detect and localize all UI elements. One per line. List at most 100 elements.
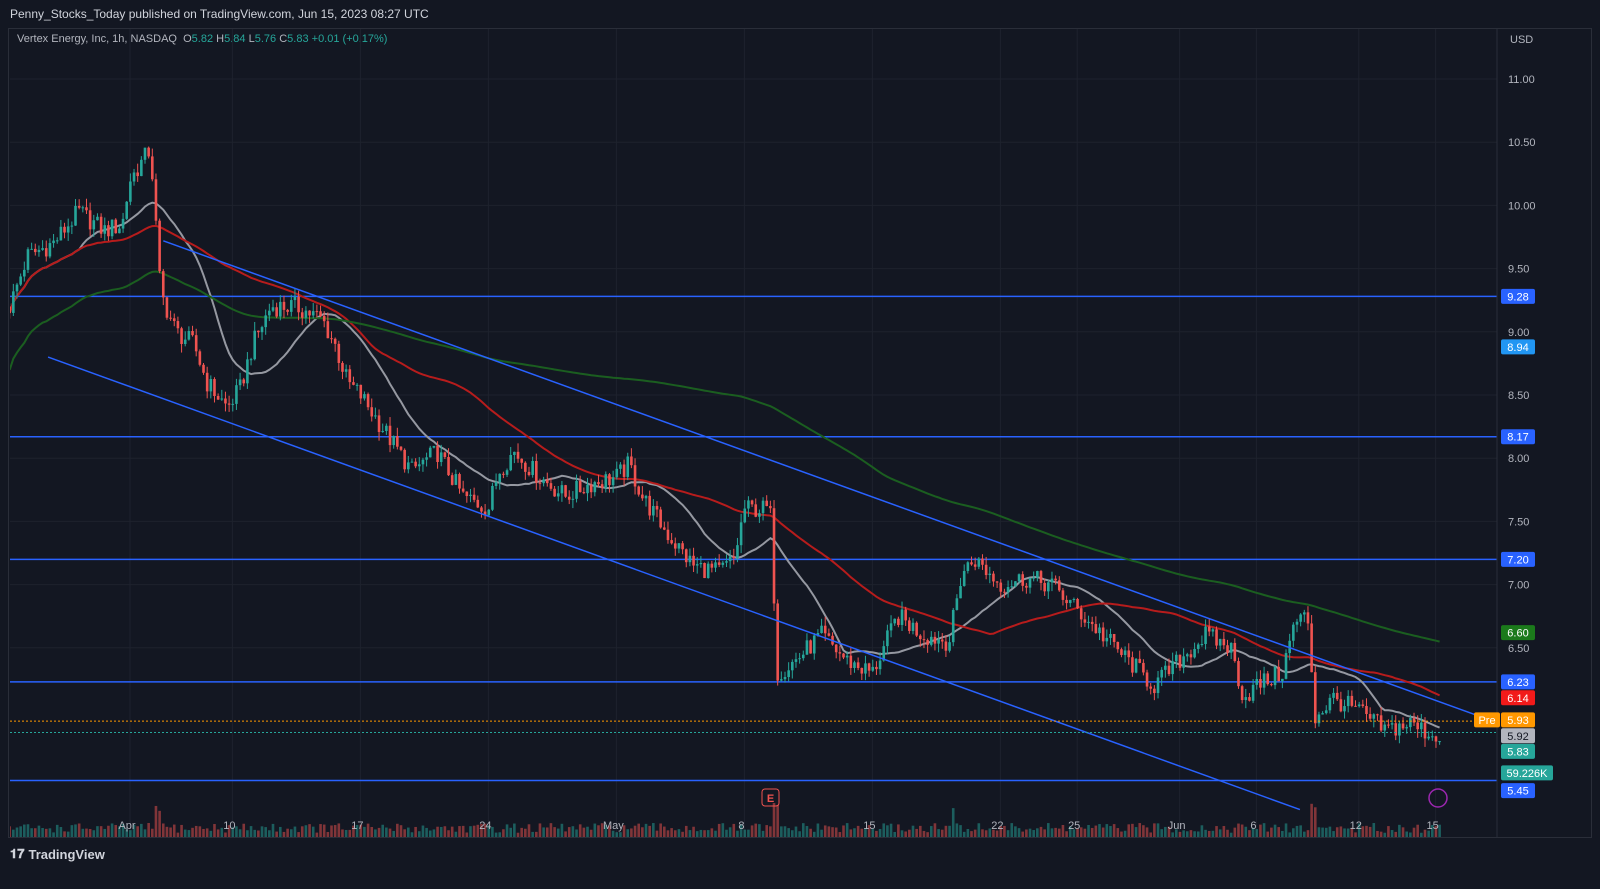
volume-bar (926, 832, 929, 837)
volume-bar (1379, 831, 1383, 837)
candle-body (509, 454, 513, 471)
price-axis-badge (1501, 765, 1553, 781)
candle-body (110, 219, 114, 237)
volume-bar (951, 808, 955, 837)
price-axis-badge-label: 6.60 (1507, 628, 1528, 640)
volume-bar (1105, 824, 1109, 837)
candle-body (235, 385, 238, 404)
volume-bar (311, 826, 315, 837)
volume-bar (959, 825, 962, 837)
volume-bar (322, 824, 326, 837)
candle-body (1313, 672, 1317, 724)
volume-bar (1427, 830, 1430, 837)
volume-bar (1346, 828, 1350, 837)
candle-body (1164, 665, 1167, 670)
open-value: 5.82 (191, 33, 214, 45)
volume-bar (1365, 825, 1368, 837)
candle-body (502, 473, 505, 475)
volume-bar (279, 826, 282, 837)
candle-body (823, 625, 827, 634)
candle-body (359, 384, 363, 399)
candle-body (1116, 641, 1120, 650)
time-tick-label: 10 (223, 820, 235, 832)
candle-body (216, 396, 220, 400)
candle-body (864, 663, 867, 674)
volume-bar (1361, 826, 1365, 837)
earnings-marker-icon: E (761, 788, 780, 807)
volume-bar (63, 831, 66, 837)
candle-body (1343, 706, 1346, 712)
volume-bar (940, 829, 944, 837)
candle-body (1350, 695, 1354, 706)
price-tick-label: 9.00 (1508, 327, 1529, 339)
volume-bar (458, 826, 461, 837)
candle-body (556, 493, 560, 497)
candle-body (988, 573, 992, 576)
candle-body (535, 460, 538, 483)
candle-body (758, 513, 761, 517)
candle-body (750, 500, 754, 505)
candle-body (1409, 718, 1412, 728)
volume-bar (1281, 830, 1284, 837)
volume-bar (538, 823, 542, 837)
candle-body (472, 494, 476, 500)
candle-body (154, 179, 158, 221)
volume-bar (962, 831, 966, 837)
volume-bar (1299, 825, 1302, 837)
candle-body (794, 659, 798, 662)
volume-bar (1324, 827, 1328, 837)
volume-bar (140, 823, 143, 837)
volume-bar (77, 823, 81, 837)
candle-body (180, 328, 183, 344)
volume-bar (929, 826, 933, 837)
time-tick-label: 12 (1350, 820, 1362, 832)
volume-bar (209, 830, 213, 837)
price-axis-badge-label: 6.23 (1507, 677, 1528, 689)
volume-bar (44, 828, 48, 837)
volume-bar (1047, 823, 1050, 837)
volume-bar (187, 830, 191, 837)
candle-body (92, 220, 96, 230)
candle-body (1226, 645, 1229, 653)
symbol-name: Vertex Energy, Inc, 1h, NASDAQ (17, 33, 177, 45)
candle-body (919, 635, 922, 640)
volume-bar (520, 827, 523, 837)
candle-body (436, 445, 439, 463)
volume-bar (966, 829, 970, 837)
publisher-line: Penny_Stocks_Today published on TradingV… (10, 7, 429, 21)
price-axis-badge (1501, 288, 1535, 304)
candle-body (849, 655, 853, 668)
volume-bar (1233, 827, 1237, 837)
volume-bar (10, 826, 11, 837)
volume-bar (1054, 827, 1057, 837)
time-tick-label: 6 (1250, 820, 1256, 832)
candle-body (589, 484, 593, 493)
volume-bar (1438, 824, 1441, 837)
volume-bar (1087, 825, 1090, 837)
candle-body (878, 660, 882, 670)
price-axis-badge (1501, 728, 1535, 744)
candle-body (1204, 626, 1207, 644)
tradingview-logo[interactable]: 𝟏𝟕 TradingView (10, 846, 105, 862)
candle-body (1065, 599, 1068, 604)
candle-body (1317, 714, 1321, 724)
volume-bar (1237, 823, 1240, 837)
earnings-label: E (767, 793, 774, 805)
volume-bar (249, 826, 253, 837)
volume-bar (1014, 826, 1017, 837)
volume-bar (359, 824, 363, 837)
volume-bar (282, 831, 286, 837)
volume-bar (1218, 829, 1222, 837)
candle-body (136, 172, 139, 177)
candle-body (176, 321, 180, 329)
volume-bar (710, 828, 714, 837)
candle-body (940, 639, 944, 642)
candle-body (410, 461, 414, 463)
candle-body (1105, 637, 1109, 642)
volume-bar (1057, 828, 1061, 837)
volume-bar (125, 829, 129, 837)
volume-bar (765, 825, 769, 837)
volume-bar (264, 827, 267, 837)
volume-bar (717, 823, 721, 837)
